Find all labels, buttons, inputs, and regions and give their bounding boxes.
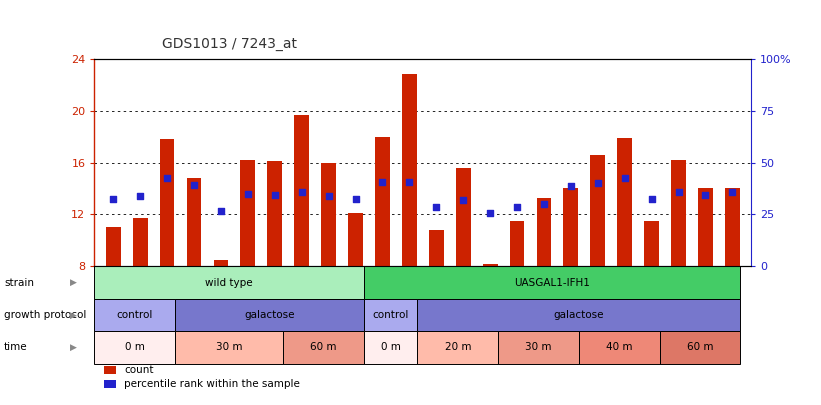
Bar [133,218,148,266]
Bar [106,227,121,266]
Point [538,201,551,207]
Bar [483,264,498,266]
Point [645,196,658,202]
Text: wild type: wild type [205,277,253,288]
Point [134,193,147,200]
Bar [725,188,740,266]
Text: ▶: ▶ [71,311,77,320]
Bar [644,221,659,266]
Bar [456,168,470,266]
Bar [671,160,686,266]
Bar [375,136,390,266]
Text: 40 m: 40 m [606,342,632,352]
Bar [175,331,283,364]
Text: ▶: ▶ [71,278,77,287]
Bar [660,331,741,364]
Point [618,175,631,181]
Bar [348,213,363,266]
Bar [321,162,336,266]
Text: growth protocol: growth protocol [4,310,86,320]
Point [322,193,335,200]
Text: GDS1013 / 7243_at: GDS1013 / 7243_at [163,36,297,51]
Point [511,203,524,210]
Text: 30 m: 30 m [216,342,242,352]
Point [564,183,577,189]
Bar [429,230,443,266]
Text: 30 m: 30 m [525,342,552,352]
Point [403,179,416,185]
Point [376,179,389,185]
Point [214,207,227,214]
Bar [104,366,116,374]
Point [268,192,282,198]
Point [107,196,120,202]
Bar [283,331,364,364]
Text: strain: strain [4,277,34,288]
Bar [94,299,175,331]
Point [456,197,470,203]
Text: 20 m: 20 m [444,342,471,352]
Bar [364,299,417,331]
Point [349,196,362,202]
Point [295,189,308,196]
Point [591,180,604,186]
Point [187,181,200,188]
Bar [104,380,116,388]
Text: time: time [4,342,28,352]
Bar [213,260,228,266]
Bar [498,331,579,364]
Bar [364,331,417,364]
Bar [175,299,364,331]
Point [726,189,739,196]
Point [241,190,255,197]
Bar [241,160,255,266]
Text: 0 m: 0 m [125,342,144,352]
Bar [186,178,201,266]
Bar [294,115,309,266]
Bar [537,198,552,266]
Bar [590,155,605,266]
Text: UASGAL1-IFH1: UASGAL1-IFH1 [514,277,590,288]
Text: control: control [373,310,409,320]
Point [429,203,443,210]
Bar [364,266,741,299]
Point [672,189,685,196]
Bar [160,139,175,266]
Bar [617,138,632,266]
Text: 60 m: 60 m [687,342,713,352]
Bar [698,188,713,266]
Bar [510,221,525,266]
Text: percentile rank within the sample: percentile rank within the sample [124,379,300,389]
Bar [563,188,578,266]
Bar [94,266,364,299]
Bar [402,74,417,266]
Bar [94,331,175,364]
Text: galactose: galactose [244,310,295,320]
Text: ▶: ▶ [71,343,77,352]
Bar [417,299,741,331]
Text: count: count [124,365,154,375]
Text: 60 m: 60 m [310,342,337,352]
Text: 0 m: 0 m [381,342,401,352]
Text: control: control [117,310,153,320]
Point [484,210,497,216]
Bar [417,331,498,364]
Point [699,192,712,198]
Text: galactose: galactose [553,310,604,320]
Bar [579,331,660,364]
Point [161,175,174,181]
Bar [268,161,282,266]
